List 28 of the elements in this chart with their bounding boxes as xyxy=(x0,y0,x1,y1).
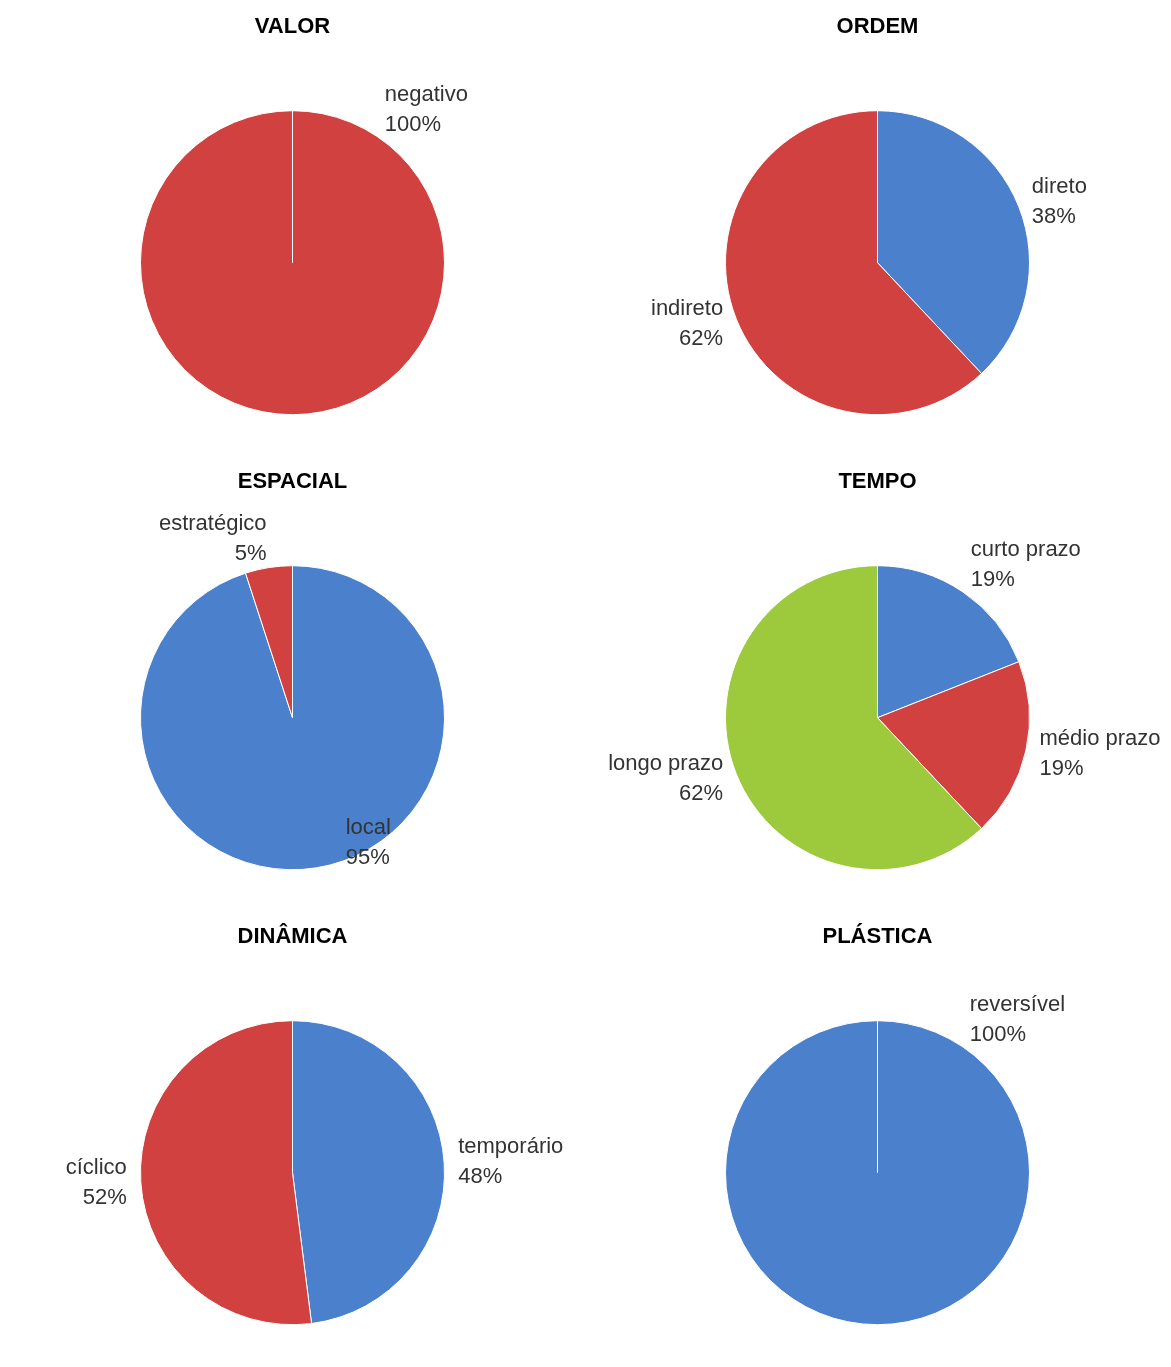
slice-label: estratégico xyxy=(158,509,267,535)
slice-label: temporário xyxy=(458,1133,564,1159)
slice-label: médio prazo xyxy=(1039,724,1161,750)
data-label: 52% xyxy=(82,1184,127,1210)
slice-label: indireto xyxy=(651,294,724,320)
slice-label: cíclico xyxy=(65,1154,127,1180)
data-label: 5% xyxy=(234,539,267,565)
data-label: 62% xyxy=(679,779,724,805)
data-label: 19% xyxy=(1039,754,1084,780)
slice-label: longo prazo xyxy=(608,749,724,775)
chart-title: TEMPO xyxy=(838,468,917,494)
slice-label: negativo xyxy=(384,80,468,106)
data-label: 100% xyxy=(384,110,442,136)
data-label: 62% xyxy=(679,324,724,350)
slice-label: direto xyxy=(1031,172,1087,198)
data-label: 19% xyxy=(970,566,1015,592)
slice-label: curto prazo xyxy=(970,536,1081,562)
chart-title: DINÂMICA xyxy=(237,923,348,949)
chart-title: ESPACIAL xyxy=(237,468,348,494)
data-label: 100% xyxy=(969,1020,1027,1046)
chart-title: PLÁSTICA xyxy=(822,923,933,949)
data-label: 95% xyxy=(345,843,390,869)
data-label: 48% xyxy=(458,1163,503,1189)
slice-label: local xyxy=(345,813,391,839)
chart-title: VALOR xyxy=(254,13,331,39)
data-label: 38% xyxy=(1031,202,1076,228)
slice-label: reversível xyxy=(969,990,1066,1016)
chart-title: ORDEM xyxy=(836,13,919,39)
